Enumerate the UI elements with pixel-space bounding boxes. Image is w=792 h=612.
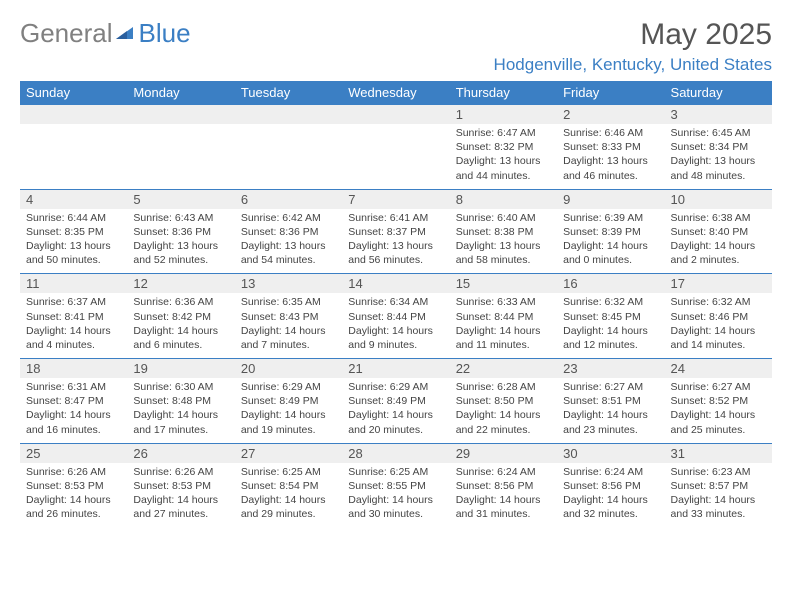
header: General Blue May 2025 Hodgenville, Kentu… (20, 18, 772, 75)
day-detail-cell: Sunrise: 6:26 AM Sunset: 8:53 PM Dayligh… (127, 463, 234, 528)
day-number-cell: 30 (557, 443, 664, 463)
day-header: Monday (127, 81, 234, 105)
day-number-cell: 28 (342, 443, 449, 463)
day-header: Wednesday (342, 81, 449, 105)
day-number-cell: 3 (665, 105, 772, 125)
day-number-cell: 21 (342, 359, 449, 379)
day-detail-cell: Sunrise: 6:30 AM Sunset: 8:48 PM Dayligh… (127, 378, 234, 443)
day-number-cell: 7 (342, 189, 449, 209)
day-detail-cell: Sunrise: 6:44 AM Sunset: 8:35 PM Dayligh… (20, 209, 127, 274)
day-number-cell: 25 (20, 443, 127, 463)
day-detail-cell (20, 124, 127, 189)
day-detail-cell: Sunrise: 6:34 AM Sunset: 8:44 PM Dayligh… (342, 293, 449, 358)
title-block: May 2025 Hodgenville, Kentucky, United S… (494, 18, 772, 75)
logo: General Blue (20, 18, 191, 49)
day-number-cell: 4 (20, 189, 127, 209)
day-number-cell: 11 (20, 274, 127, 294)
week-daynum-row: 11121314151617 (20, 274, 772, 294)
day-detail-cell: Sunrise: 6:24 AM Sunset: 8:56 PM Dayligh… (557, 463, 664, 528)
day-detail-cell: Sunrise: 6:47 AM Sunset: 8:32 PM Dayligh… (450, 124, 557, 189)
day-number-cell: 23 (557, 359, 664, 379)
day-detail-cell: Sunrise: 6:33 AM Sunset: 8:44 PM Dayligh… (450, 293, 557, 358)
week-detail-row: Sunrise: 6:44 AM Sunset: 8:35 PM Dayligh… (20, 209, 772, 274)
day-detail-cell: Sunrise: 6:24 AM Sunset: 8:56 PM Dayligh… (450, 463, 557, 528)
day-header: Friday (557, 81, 664, 105)
day-detail-cell: Sunrise: 6:39 AM Sunset: 8:39 PM Dayligh… (557, 209, 664, 274)
day-number-cell (235, 105, 342, 125)
day-detail-cell (342, 124, 449, 189)
day-number-cell: 27 (235, 443, 342, 463)
day-number-cell (20, 105, 127, 125)
logo-flag-icon (115, 21, 137, 46)
day-number-cell: 5 (127, 189, 234, 209)
day-detail-cell: Sunrise: 6:42 AM Sunset: 8:36 PM Dayligh… (235, 209, 342, 274)
page-title: May 2025 (494, 18, 772, 52)
day-number-cell (127, 105, 234, 125)
day-detail-cell: Sunrise: 6:32 AM Sunset: 8:45 PM Dayligh… (557, 293, 664, 358)
day-detail-cell: Sunrise: 6:25 AM Sunset: 8:54 PM Dayligh… (235, 463, 342, 528)
day-header: Thursday (450, 81, 557, 105)
day-detail-cell: Sunrise: 6:31 AM Sunset: 8:47 PM Dayligh… (20, 378, 127, 443)
day-number-cell: 29 (450, 443, 557, 463)
day-header: Saturday (665, 81, 772, 105)
day-number-cell: 10 (665, 189, 772, 209)
day-detail-cell: Sunrise: 6:25 AM Sunset: 8:55 PM Dayligh… (342, 463, 449, 528)
day-number-cell: 13 (235, 274, 342, 294)
day-number-cell: 22 (450, 359, 557, 379)
day-detail-cell: Sunrise: 6:29 AM Sunset: 8:49 PM Dayligh… (235, 378, 342, 443)
day-detail-cell: Sunrise: 6:36 AM Sunset: 8:42 PM Dayligh… (127, 293, 234, 358)
day-detail-cell: Sunrise: 6:37 AM Sunset: 8:41 PM Dayligh… (20, 293, 127, 358)
day-detail-cell: Sunrise: 6:38 AM Sunset: 8:40 PM Dayligh… (665, 209, 772, 274)
day-number-cell: 26 (127, 443, 234, 463)
day-number-cell: 2 (557, 105, 664, 125)
day-number-cell: 31 (665, 443, 772, 463)
day-detail-cell: Sunrise: 6:46 AM Sunset: 8:33 PM Dayligh… (557, 124, 664, 189)
day-number-cell: 9 (557, 189, 664, 209)
week-daynum-row: 45678910 (20, 189, 772, 209)
week-detail-row: Sunrise: 6:37 AM Sunset: 8:41 PM Dayligh… (20, 293, 772, 358)
day-detail-cell: Sunrise: 6:45 AM Sunset: 8:34 PM Dayligh… (665, 124, 772, 189)
day-detail-cell: Sunrise: 6:28 AM Sunset: 8:50 PM Dayligh… (450, 378, 557, 443)
day-header-row: Sunday Monday Tuesday Wednesday Thursday… (20, 81, 772, 105)
day-number-cell: 16 (557, 274, 664, 294)
day-number-cell: 18 (20, 359, 127, 379)
day-number-cell: 8 (450, 189, 557, 209)
day-number-cell: 6 (235, 189, 342, 209)
day-number-cell: 20 (235, 359, 342, 379)
day-number-cell: 17 (665, 274, 772, 294)
day-detail-cell: Sunrise: 6:32 AM Sunset: 8:46 PM Dayligh… (665, 293, 772, 358)
logo-text-1: General (20, 18, 113, 49)
day-number-cell: 14 (342, 274, 449, 294)
week-detail-row: Sunrise: 6:47 AM Sunset: 8:32 PM Dayligh… (20, 124, 772, 189)
logo-text-2: Blue (139, 18, 191, 49)
week-detail-row: Sunrise: 6:31 AM Sunset: 8:47 PM Dayligh… (20, 378, 772, 443)
day-number-cell: 15 (450, 274, 557, 294)
day-detail-cell: Sunrise: 6:27 AM Sunset: 8:52 PM Dayligh… (665, 378, 772, 443)
location-text: Hodgenville, Kentucky, United States (494, 55, 772, 75)
day-number-cell: 12 (127, 274, 234, 294)
day-detail-cell: Sunrise: 6:43 AM Sunset: 8:36 PM Dayligh… (127, 209, 234, 274)
day-detail-cell: Sunrise: 6:41 AM Sunset: 8:37 PM Dayligh… (342, 209, 449, 274)
day-detail-cell: Sunrise: 6:23 AM Sunset: 8:57 PM Dayligh… (665, 463, 772, 528)
day-number-cell: 24 (665, 359, 772, 379)
day-detail-cell: Sunrise: 6:27 AM Sunset: 8:51 PM Dayligh… (557, 378, 664, 443)
week-detail-row: Sunrise: 6:26 AM Sunset: 8:53 PM Dayligh… (20, 463, 772, 528)
day-detail-cell (235, 124, 342, 189)
day-number-cell: 1 (450, 105, 557, 125)
day-detail-cell: Sunrise: 6:35 AM Sunset: 8:43 PM Dayligh… (235, 293, 342, 358)
week-daynum-row: 25262728293031 (20, 443, 772, 463)
week-daynum-row: 123 (20, 105, 772, 125)
day-number-cell (342, 105, 449, 125)
day-detail-cell: Sunrise: 6:26 AM Sunset: 8:53 PM Dayligh… (20, 463, 127, 528)
day-detail-cell (127, 124, 234, 189)
day-detail-cell: Sunrise: 6:29 AM Sunset: 8:49 PM Dayligh… (342, 378, 449, 443)
day-detail-cell: Sunrise: 6:40 AM Sunset: 8:38 PM Dayligh… (450, 209, 557, 274)
day-header: Tuesday (235, 81, 342, 105)
day-header: Sunday (20, 81, 127, 105)
day-number-cell: 19 (127, 359, 234, 379)
week-daynum-row: 18192021222324 (20, 359, 772, 379)
calendar-table: Sunday Monday Tuesday Wednesday Thursday… (20, 81, 772, 527)
